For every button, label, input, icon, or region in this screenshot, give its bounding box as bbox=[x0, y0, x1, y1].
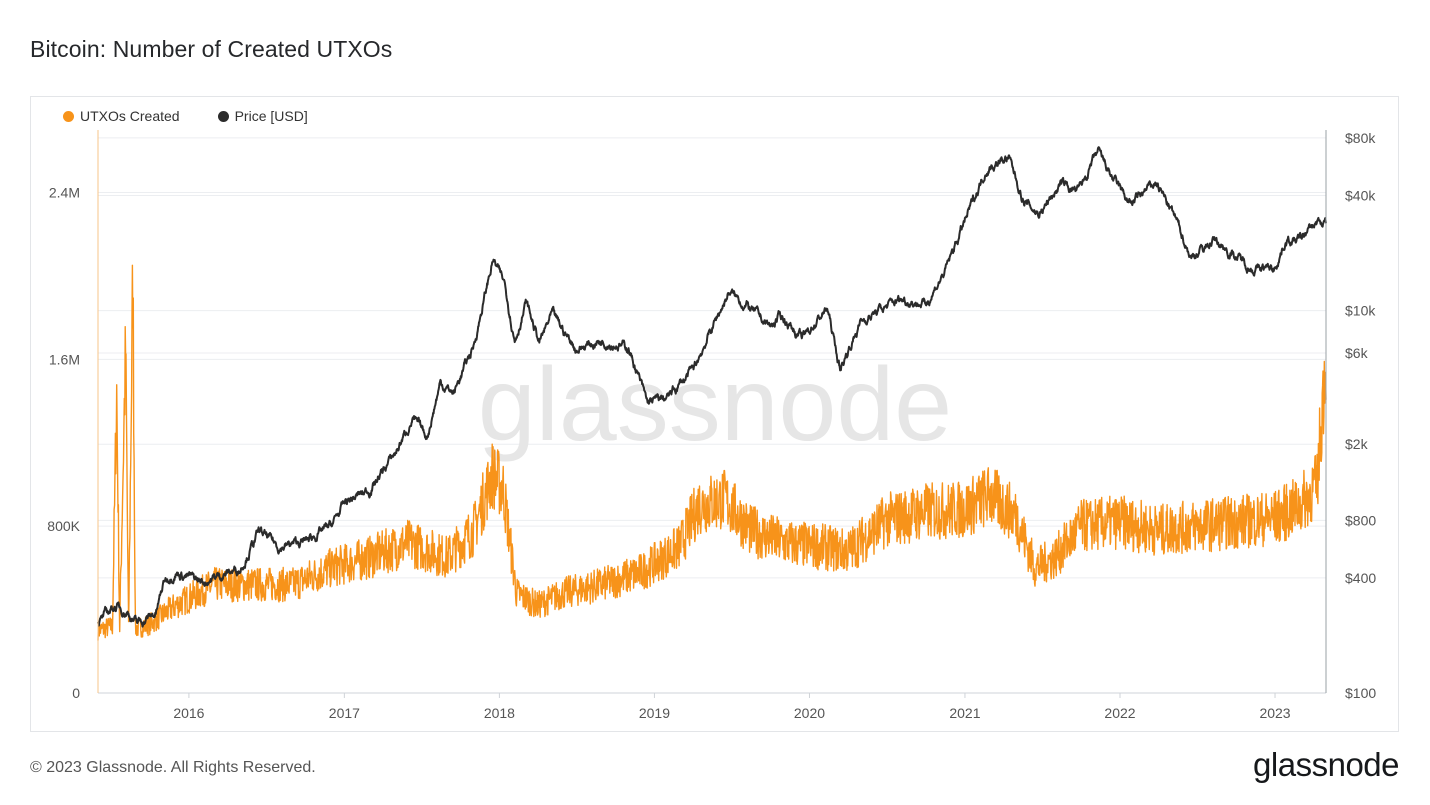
x-tick-label: 2023 bbox=[1259, 705, 1290, 721]
x-tick-label: 2021 bbox=[949, 705, 980, 721]
y-right-tick-label: $100 bbox=[1345, 685, 1376, 701]
series-line-price-usd bbox=[97, 146, 1327, 628]
legend-label-price: Price [USD] bbox=[234, 108, 308, 124]
y-right-tick-label: $40k bbox=[1345, 187, 1376, 203]
x-tick-label: 2022 bbox=[1104, 705, 1135, 721]
y-right-tick-label: $400 bbox=[1345, 570, 1376, 586]
axes: $100 $400 $800 $2k $6k $10k $40k $80k 0 800K 1.6M 2… bbox=[47, 130, 1376, 721]
y-right-tick-label: $80k bbox=[1345, 130, 1376, 146]
x-tick-label: 2018 bbox=[484, 705, 515, 721]
brand-logo[interactable]: glassnode bbox=[1253, 746, 1399, 783]
x-tick-label: 2020 bbox=[794, 705, 825, 721]
legend-dot-price bbox=[217, 110, 229, 122]
page-title: Bitcoin: Number of Created UTXOs bbox=[30, 36, 393, 62]
chart-legend: UTXOs Created Price [USD] bbox=[63, 108, 308, 124]
legend-dot-utxos bbox=[63, 110, 74, 122]
y-right-tick-label: $10k bbox=[1345, 303, 1376, 319]
legend-item-utxos[interactable]: UTXOs Created bbox=[63, 108, 180, 124]
copyright-text: © 2023 Glassnode. All Rights Reserved. bbox=[30, 759, 316, 776]
series-line-utxos-created bbox=[97, 264, 1327, 641]
legend-label-utxos: UTXOs Created bbox=[80, 108, 180, 124]
y-right-tick-label: $800 bbox=[1345, 512, 1376, 528]
legend-item-price[interactable]: Price [USD] bbox=[217, 108, 308, 124]
y-right-tick-label: $6k bbox=[1345, 345, 1369, 361]
y-right-tick-label: $2k bbox=[1345, 436, 1369, 452]
y-left-tick-label: 0 bbox=[72, 685, 80, 701]
chart-panel bbox=[30, 96, 1399, 732]
x-tick-label: 2017 bbox=[329, 705, 360, 721]
price-series bbox=[97, 146, 1327, 628]
utxo-series bbox=[97, 264, 1327, 641]
x-tick-label: 2016 bbox=[173, 705, 204, 721]
watermark: glassnode bbox=[478, 347, 952, 463]
x-tick-label: 2019 bbox=[639, 705, 670, 721]
y-left-tick-label: 1.6M bbox=[49, 351, 80, 367]
y-left-tick-label: 800K bbox=[47, 518, 80, 534]
y-left-tick-label: 2.4M bbox=[49, 185, 80, 201]
